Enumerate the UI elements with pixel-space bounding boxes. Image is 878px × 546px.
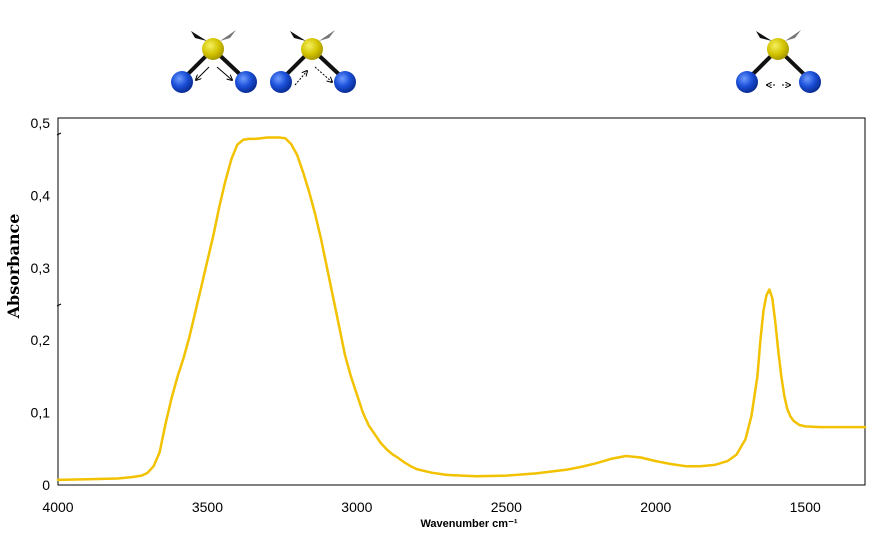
y-tick-label: 0: [42, 477, 50, 493]
x-tick-label: 1500: [790, 499, 821, 515]
y-axis-stub-mid: [56, 303, 62, 307]
y-axis-stub-top: [56, 132, 62, 136]
x-tick-label: 2500: [491, 499, 522, 515]
series-group: [56, 136, 867, 482]
x-tick-label: 2000: [640, 499, 671, 515]
y-tick-label: 0,1: [31, 405, 51, 421]
bending-mode-icon: [736, 30, 821, 93]
asymmetric-stretch-icon: [270, 30, 356, 93]
y-tick-label: 0,5: [31, 115, 51, 131]
absorbance-series-line: [56, 136, 867, 482]
axis-ticks: 4000 3500 3000 2500 2000 1500 0 0,1 0,2 0,3 0,4 0,5: [31, 115, 821, 515]
x-tick-label: 3000: [341, 499, 372, 515]
y-tick-label: 0,3: [31, 260, 51, 276]
symmetric-stretch-icon: [171, 30, 257, 93]
plot-frame: [57, 117, 866, 486]
x-tick-label: 3500: [192, 499, 223, 515]
x-tick-label: 4000: [42, 499, 73, 515]
y-tick-label: 0,2: [31, 332, 51, 348]
y-tick-label: 0,4: [31, 187, 51, 203]
y-axis-title: Absorbance: [4, 214, 23, 320]
x-axis-title: Wavenumber cm⁻¹: [420, 518, 517, 530]
